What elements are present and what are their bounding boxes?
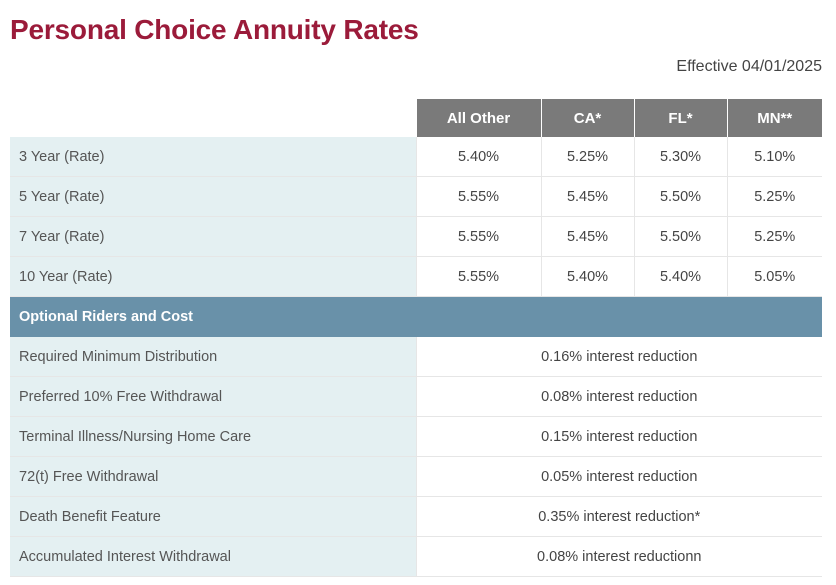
riders-section-header: Optional Riders and Cost [10,296,822,337]
rate-cell: 5.45% [540,216,634,257]
rate-cell: 5.55% [415,216,541,257]
section-title: Optional Riders and Cost [10,296,822,337]
rider-label: Death Benefit Feature [10,496,416,537]
rider-cost: 0.05% interest reduction [415,456,822,497]
rate-cell: 5.40% [415,137,541,177]
rate-row-7-year: 7 Year (Rate) 5.55% 5.45% 5.50% 5.25% [10,216,822,257]
rider-cost: 0.08% interest reduction [415,376,822,417]
rate-cell: 5.50% [633,216,727,257]
rate-cell: 5.50% [633,176,727,217]
rider-label: Accumulated Interest Withdrawal [10,536,416,577]
rider-cost: 0.08% interest reductionn [415,536,822,577]
rate-row-10-year: 10 Year (Rate) 5.55% 5.40% 5.40% 5.05% [10,256,822,297]
page-title: Personal Choice Annuity Rates [10,14,419,45]
rate-cell: 5.30% [633,137,727,177]
rider-label: Terminal Illness/Nursing Home Care [10,416,416,457]
rider-label: Required Minimum Distribution [10,337,416,377]
rate-row-3-year: 3 Year (Rate) 5.40% 5.25% 5.30% 5.10% [10,137,822,177]
rate-row-label: 5 Year (Rate) [10,176,416,217]
rider-cost: 0.15% interest reduction [415,416,822,457]
rate-cell: 5.25% [540,137,634,177]
rider-row: Death Benefit Feature 0.35% interest red… [10,496,822,537]
rider-cost: 0.16% interest reduction [415,337,822,377]
rate-cell: 5.40% [540,256,634,297]
table-header-row: All Other CA* FL* MN** [10,99,822,137]
rate-row-label: 7 Year (Rate) [10,216,416,257]
rate-cell: 5.40% [633,256,727,297]
header-blank-cell [10,99,416,137]
rider-row: Accumulated Interest Withdrawal 0.08% in… [10,536,822,577]
rate-cell: 5.55% [415,256,541,297]
column-header-ca: CA* [540,99,634,137]
rate-row-label: 10 Year (Rate) [10,256,416,297]
rider-row: Terminal Illness/Nursing Home Care 0.15%… [10,416,822,457]
rider-row: 72(t) Free Withdrawal 0.05% interest red… [10,456,822,497]
rider-label: Preferred 10% Free Withdrawal [10,376,416,417]
rate-cell: 5.55% [415,176,541,217]
rates-table: All Other CA* FL* MN** 3 Year (Rate) 5.4… [10,99,822,577]
rider-row: Preferred 10% Free Withdrawal 0.08% inte… [10,376,822,417]
rate-cell: 5.25% [726,216,822,257]
rate-cell: 5.05% [726,256,822,297]
column-header-fl: FL* [633,99,727,137]
column-header-mn: MN** [726,99,822,137]
rate-cell: 5.25% [726,176,822,217]
rider-cost: 0.35% interest reduction* [415,496,822,537]
effective-date: Effective 04/01/2025 [676,58,822,75]
rider-label: 72(t) Free Withdrawal [10,456,416,497]
rate-row-5-year: 5 Year (Rate) 5.55% 5.45% 5.50% 5.25% [10,176,822,217]
rider-row: Required Minimum Distribution 0.16% inte… [10,337,822,377]
rate-row-label: 3 Year (Rate) [10,137,416,177]
rate-cell: 5.45% [540,176,634,217]
column-header-all-other: All Other [415,99,541,137]
rate-cell: 5.10% [726,137,822,177]
